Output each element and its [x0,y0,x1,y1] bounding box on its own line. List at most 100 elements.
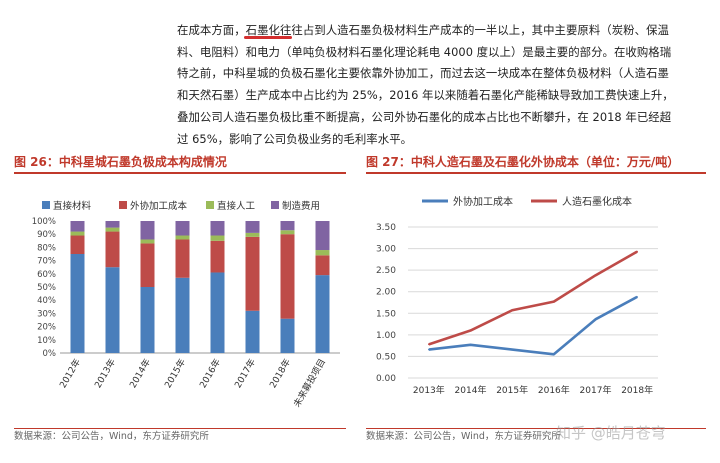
right-chart-source: 数据来源：公司公告，Wind，东方证券研究所 [366,428,706,445]
bar-segment [210,240,225,273]
paragraph-line: 过 65%，影响了公司负极业务的毛利率水平。 [177,131,413,146]
y-tick-label: 2.00 [376,288,396,298]
x-tick-label: 2013年 [413,384,445,396]
data-point [511,348,513,351]
data-point [594,274,597,277]
data-point [511,309,513,312]
y-tick-label: 60% [37,270,56,280]
bar-segment [210,221,225,236]
legend-label: 外协加工成本 [130,200,188,212]
paragraph-line: 和天然石墨）生产成本中占比约为 25%，2016 年以来随着石墨化产能稀缺导致加… [177,88,674,103]
data-point [636,296,638,298]
data-point [594,318,597,321]
y-tick-label: 1.50 [376,309,396,319]
x-tick-label: 2017年 [232,357,258,391]
y-tick-label: 90% [37,230,56,240]
bar-segment [105,231,120,268]
paragraph-line: 叠加公司人造石墨负极比重不断提高，公司外协石墨化的成本占比也不断攀升，在 201… [177,109,672,124]
legend-label: 外协加工成本 [453,195,513,208]
bar-segment [280,318,295,353]
legend-label: 直接材料 [53,200,92,212]
x-tick-label: 2014年 [455,384,487,396]
y-tick-label: 10% [37,336,56,346]
bar-segment [140,287,155,353]
bar-segment [315,250,330,256]
y-tick-label: 0.50 [376,352,396,362]
x-tick-label: 2015年 [162,357,188,391]
stacked-bar-chart: 直接材料 外协加工成本 直接人工 制造费用 0% 10% 20% 30% 40% 50% 60% 70… [32,200,340,410]
bar-segment [245,232,260,237]
y-tick-label: 3.00 [376,245,396,255]
bar-segment [315,255,330,276]
line-chart: 外协加工成本 人造石墨化成本 0.00 0.50 1.00 1.50 2.00 2.50 3.0… [376,195,658,396]
x-tick-label: 2018年 [267,357,293,391]
y-tick-label: 50% [37,283,56,293]
data-point [553,300,555,303]
legend-label: 制造费用 [282,200,320,212]
body-paragraph: 在成本方面，石墨化往往占到人造石墨负极材料生产成本的一半以上，其中主要原料（炭粉… [177,20,697,150]
data-point [553,353,555,356]
x-tick-label: 2012年 [57,357,83,391]
x-tick-label: 2016年 [538,384,570,396]
x-tick-label: 2014年 [127,357,153,391]
x-tick-label: 2016年 [197,357,223,391]
legend-label: 人造石墨化成本 [562,195,632,208]
y-tick-label: 70% [37,257,56,267]
x-tick-label: 2013年 [92,357,118,391]
paragraph-line: 特之前，中科星城的负极石墨化主要依靠外协加工，而过去这一块成本在整体负极材料（人… [177,66,669,81]
bar-segment [245,236,260,311]
y-tick-label: 0% [43,349,57,359]
x-tick-label: 2015年 [496,384,528,396]
data-point [428,343,430,346]
bar-segment [140,243,155,287]
y-tick-label: 2.50 [376,266,396,276]
highlight-underline [244,36,292,39]
bar-segment [70,235,85,254]
legend-swatch [42,201,50,209]
right-chart-title: 图 27：中科人造石墨及石墨化外协成本（单位：万元/吨） [366,152,706,174]
paragraph-line: 在成本方面，石墨化往往占到人造石墨负极材料生产成本的一半以上，其中主要原料（炭粉… [177,23,669,37]
y-tick-label: 1.00 [376,331,396,341]
bar-segment [105,267,120,353]
bar-segment [105,221,120,228]
legend-swatch [119,201,127,209]
bar-segment [175,239,190,278]
legend-swatch [206,201,214,209]
data-point [469,329,472,332]
data-point [469,343,472,346]
bar-segment [175,235,190,240]
bar-segment [175,277,190,353]
bar-segment [70,221,85,232]
left-chart-source: 数据来源：公司公告，Wind，东方证券研究所 [14,428,346,445]
watermark: 知乎 @皓月苍穹 [556,424,666,442]
bar-segment [315,275,330,353]
x-tick-label: 2017年 [580,384,612,396]
bar-segment [315,221,330,251]
x-tick-label: 2018年 [621,384,653,396]
y-tick-label: 100% [32,217,56,227]
y-tick-label: 3.50 [376,223,396,233]
y-tick-label: 0.00 [376,374,396,384]
bar-segment [105,227,120,232]
bar-segment [280,221,295,231]
bar-segment [245,310,260,353]
y-tick-label: 30% [37,309,56,319]
legend-swatch [271,201,279,209]
paragraph-line: 料、电阻料）和电力（单吨负极材料石墨化理论耗电 4000 度以上）是最主要的部分… [177,44,672,59]
bar-segment [245,221,260,233]
bar-segment [70,231,85,236]
y-tick-label: 80% [37,243,56,253]
left-chart-title: 图 26：中科星城石墨负极成本构成情况 [14,152,346,174]
series-line [428,250,638,346]
bar-segment [210,235,225,241]
legend-label: 直接人工 [217,200,256,212]
bar-segment [280,234,295,319]
x-tick-label: 未来募投项目 [291,357,328,410]
bar-segment [140,221,155,240]
data-point [636,250,638,253]
bar-segment [70,254,85,353]
data-point [428,348,430,351]
bar-segment [210,272,225,353]
bar-segment [280,230,295,235]
y-tick-label: 20% [37,323,56,333]
